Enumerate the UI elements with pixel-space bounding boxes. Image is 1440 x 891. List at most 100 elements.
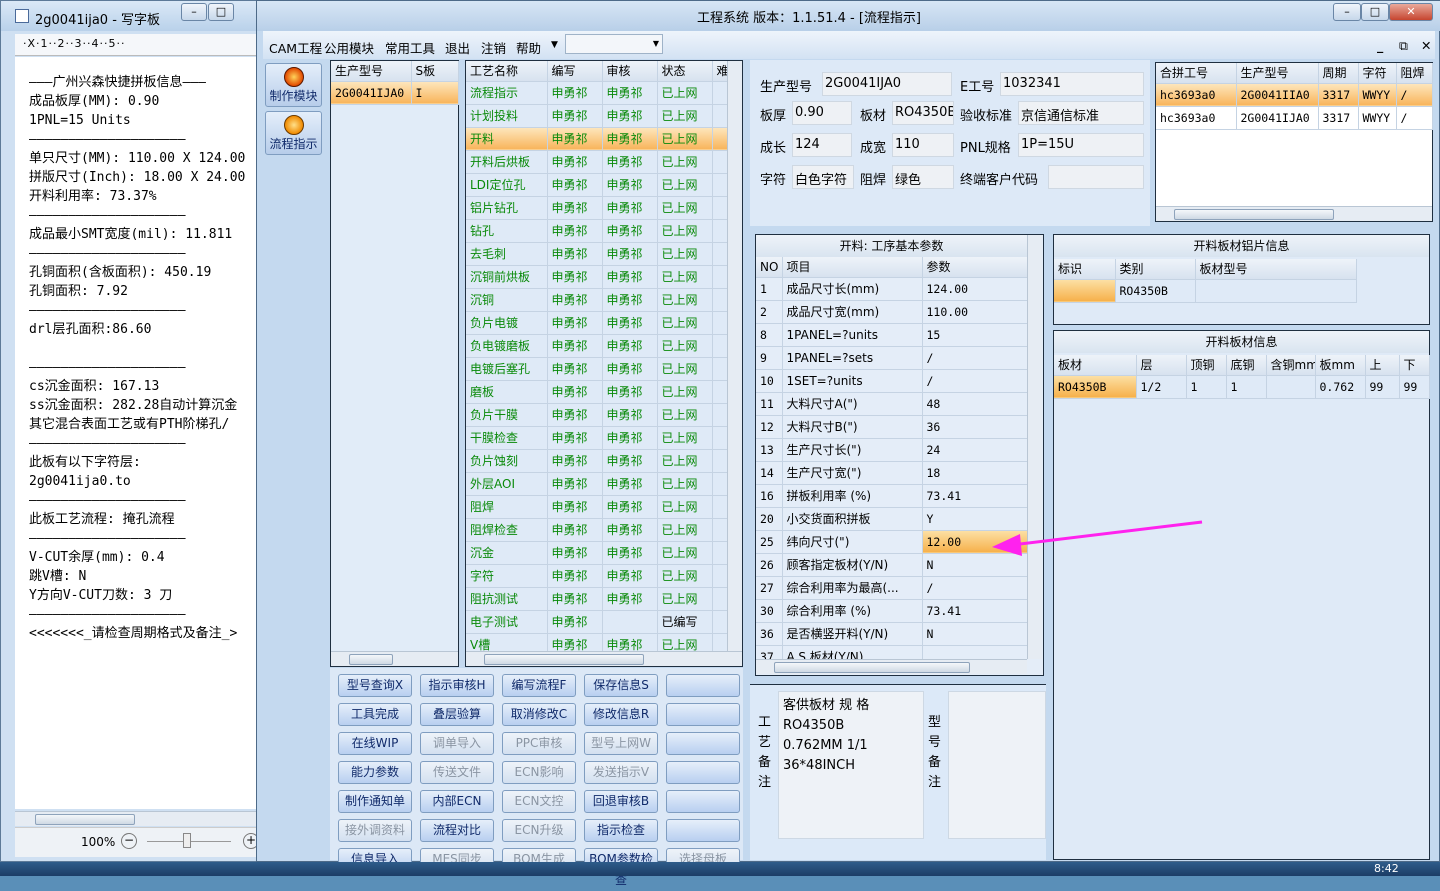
action-button-4-2[interactable]: ECN文控	[502, 790, 576, 813]
minimize-button[interactable]: –	[1333, 3, 1361, 21]
column-header[interactable]: 下	[1399, 355, 1430, 376]
empty-button[interactable]	[666, 732, 740, 755]
table-row[interactable]: 11 大料尺寸A(") 48	[756, 392, 1027, 416]
table-row[interactable]: 外层AOI 申勇祁 申勇祁 已上网	[466, 472, 727, 496]
action-button-3-1[interactable]: 传送文件	[420, 761, 494, 784]
action-button-2-2[interactable]: PPC审核	[502, 732, 576, 755]
table-row[interactable]: 2 成品尺寸宽(mm) 110.00	[756, 300, 1027, 324]
table-row[interactable]: 8 1PANEL=?units 15	[756, 323, 1027, 347]
table-row[interactable]: 负电镀磨板 申勇祁 申勇祁 已上网	[466, 334, 727, 358]
column-header[interactable]: 标识	[1054, 259, 1116, 280]
table-row[interactable]: 字符 申勇祁 申勇祁 已上网	[466, 564, 727, 588]
column-header[interactable]: 上	[1365, 355, 1400, 376]
column-header[interactable]: 类别	[1115, 259, 1196, 280]
column-header[interactable]: 状态	[657, 61, 713, 82]
table-row[interactable]: 电镀后塞孔 申勇祁 申勇祁 已上网	[466, 357, 727, 381]
field-value[interactable]: RO4350B	[892, 101, 954, 125]
zoom-slider-thumb[interactable]	[183, 833, 191, 848]
column-header[interactable]: 阻焊	[1396, 63, 1433, 84]
horizontal-scrollbar[interactable]	[756, 659, 1027, 674]
nav-flow-instructions[interactable]: 流程指示	[265, 111, 322, 155]
vertical-scrollbar[interactable]	[1027, 235, 1042, 659]
column-header[interactable]: 生产型号	[1236, 63, 1319, 84]
column-header[interactable]: 底铜	[1226, 355, 1267, 376]
table-row[interactable]: 1 成品尺寸长(mm) 124.00	[756, 277, 1027, 301]
menu-cam[interactable]: CAM工程	[269, 41, 323, 56]
action-button-4-3[interactable]: 回退审核B	[584, 790, 658, 813]
table-row[interactable]: 2G0041IJA0 I	[331, 81, 459, 105]
column-header[interactable]: 周期	[1318, 63, 1359, 84]
table-row[interactable]: V槽 申勇祁 申勇祁 已上网	[466, 633, 727, 651]
table-row[interactable]: 36 是否横竖开料(Y/N) N	[756, 622, 1027, 646]
table-row[interactable]: 30 综合利用率 (%) 73.41	[756, 599, 1027, 623]
action-button-2-3[interactable]: 型号上网W	[584, 732, 658, 755]
table-row[interactable]: 13 生产尺寸长(") 24	[756, 438, 1027, 462]
action-button-1-2[interactable]: 取消修改C	[502, 703, 576, 726]
field-value[interactable]: 0.90	[792, 101, 852, 125]
action-button-2-1[interactable]: 调单导入	[420, 732, 494, 755]
chevron-down-icon[interactable]: ▼	[551, 40, 558, 50]
action-button-3-3[interactable]: 发送指示V	[584, 761, 658, 784]
action-button-0-0[interactable]: 型号查询X	[338, 674, 412, 697]
action-button-5-3[interactable]: 指示检查	[584, 819, 658, 842]
table-row[interactable]: 14 生产尺寸宽(") 18	[756, 461, 1027, 485]
column-header[interactable]: 工艺名称	[466, 61, 548, 82]
field-value[interactable]: 京信通信标准	[1018, 101, 1144, 125]
table-row[interactable]: 阻抗测试 申勇祁 申勇祁 已上网	[466, 587, 727, 611]
table-row[interactable]: 干膜检查 申勇祁 申勇祁 已上网	[466, 426, 727, 450]
action-button-5-2[interactable]: ECN升级	[502, 819, 576, 842]
column-header[interactable]: 合拼工号	[1156, 63, 1237, 84]
action-button-5-1[interactable]: 流程对比	[420, 819, 494, 842]
empty-button[interactable]	[666, 790, 740, 813]
minimize-button[interactable]: –	[181, 3, 207, 21]
table-row[interactable]: hc3693a0 2G0041IJA0 3317 WWYY /	[1156, 106, 1433, 130]
table-row[interactable]: 9 1PANEL=?sets /	[756, 346, 1027, 370]
action-button-1-3[interactable]: 修改信息R	[584, 703, 658, 726]
horizontal-scrollbar[interactable]	[331, 651, 458, 666]
vertical-scrollbar[interactable]	[727, 61, 742, 651]
table-row[interactable]: 负片电镀 申勇祁 申勇祁 已上网	[466, 311, 727, 335]
action-button-4-0[interactable]: 制作通知单	[338, 790, 412, 813]
column-header[interactable]: 含铜mm	[1266, 355, 1316, 376]
horizontal-scrollbar[interactable]	[466, 651, 742, 666]
table-row[interactable]: 开料 申勇祁 申勇祁 已上网	[466, 127, 727, 151]
table-row[interactable]: 去毛刺 申勇祁 申勇祁 已上网	[466, 242, 727, 266]
empty-button[interactable]	[666, 674, 740, 697]
field-value[interactable]: 1032341	[1000, 72, 1144, 96]
table-row[interactable]: LDI定位孔 申勇祁 申勇祁 已上网	[466, 173, 727, 197]
action-button-2-0[interactable]: 在线WIP	[338, 732, 412, 755]
table-row[interactable]: 16 拼板利用率 (%) 73.41	[756, 484, 1027, 508]
column-header[interactable]: 板材	[1054, 355, 1137, 376]
document-area[interactable]: ———广州兴森快捷拼板信息——— 成品板厚(MM): 0.90 1PNL=15 Un…	[15, 57, 259, 809]
table-row[interactable]: 26 顾客指定板材(Y/N) N	[756, 553, 1027, 577]
action-button-0-1[interactable]: 指示审核H	[420, 674, 494, 697]
menu-exit[interactable]: 退出	[445, 41, 471, 56]
empty-button[interactable]	[666, 761, 740, 784]
close-button[interactable]: ✕	[1389, 3, 1433, 21]
field-value[interactable]: 1P=15U	[1018, 133, 1144, 157]
table-row[interactable]: 12 大料尺寸B(") 36	[756, 415, 1027, 439]
table-row[interactable]: 27 综合利用率为最高(... /	[756, 576, 1027, 600]
column-header[interactable]: 板mm	[1315, 355, 1366, 376]
mdi-restore[interactable]: ⧉	[1399, 38, 1408, 53]
maximize-button[interactable]: □	[1361, 3, 1389, 21]
table-row[interactable]: RO4350B	[1054, 279, 1357, 303]
table-row[interactable]: 37 A.S.板材(Y/N)	[756, 645, 1027, 659]
menu-help[interactable]: 帮助	[516, 41, 542, 56]
field-value[interactable]: 绿色	[892, 165, 954, 189]
process-remark-textarea[interactable]: 客供板材 规 格 RO4350B 0.762MM 1/1 36*48INCH	[778, 691, 924, 839]
column-header[interactable]: 生产型号	[331, 61, 412, 82]
action-button-5-0[interactable]: 接外调资料	[338, 819, 412, 842]
table-row[interactable]: 开料后烘板 申勇祁 申勇祁 已上网	[466, 150, 727, 174]
table-row[interactable]: 负片蚀刻 申勇祁 申勇祁 已上网	[466, 449, 727, 473]
menu-logout[interactable]: 注销	[481, 41, 507, 56]
action-button-0-3[interactable]: 保存信息S	[584, 674, 658, 697]
nav-make-module[interactable]: 制作模块	[265, 63, 322, 107]
field-value[interactable]: 124	[792, 133, 852, 157]
column-header[interactable]: 层	[1136, 355, 1187, 376]
column-header[interactable]: S板	[411, 61, 459, 82]
table-row[interactable]: 沉金 申勇祁 申勇祁 已上网	[466, 541, 727, 565]
action-button-3-2[interactable]: ECN影响	[502, 761, 576, 784]
table-row[interactable]: 阻焊检查 申勇祁 申勇祁 已上网	[466, 518, 727, 542]
mdi-minimize[interactable]: _	[1377, 38, 1384, 53]
